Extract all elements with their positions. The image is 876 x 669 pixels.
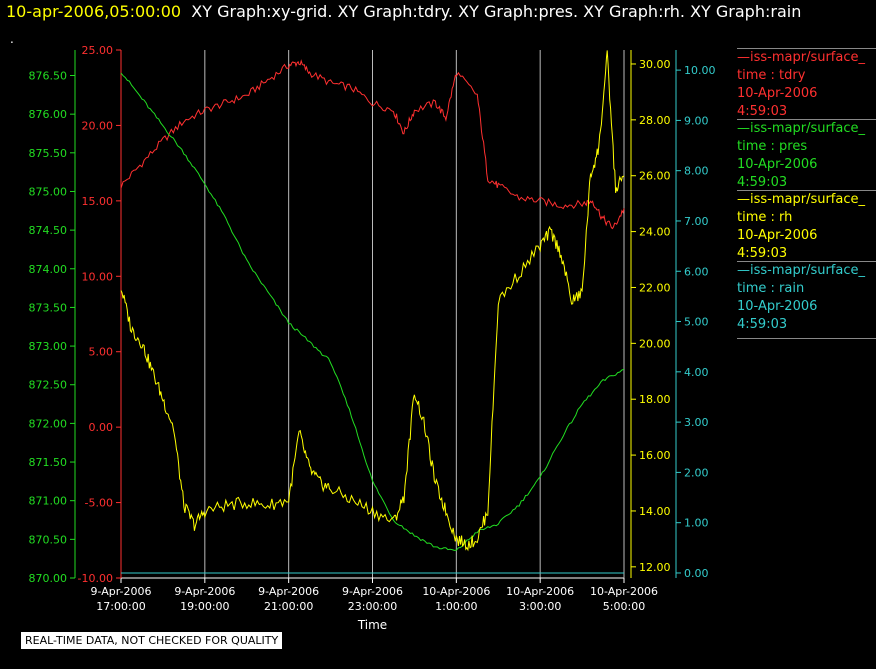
legend-date: 10-Apr-2006: [737, 86, 818, 101]
legend-time: 4:59:03: [737, 175, 788, 190]
legend-date: 10-Apr-2006: [737, 157, 818, 172]
x-tick-label-time: 23:00:00: [348, 600, 397, 613]
legend-separator: [737, 190, 876, 191]
tdry-tick-label: -10.00: [78, 572, 113, 585]
legend-separator: [737, 261, 876, 262]
status-dot: .: [10, 32, 14, 46]
pres-tick-label: 873.00: [29, 340, 68, 353]
legend-entry: —iss-mapr/surface_time : rain 10-Apr-2006…: [737, 261, 876, 334]
pres-tick-label: 872.50: [29, 379, 68, 392]
x-tick-label-time: 21:00:00: [264, 600, 313, 613]
rain-tick-label: 3.00: [684, 416, 709, 429]
tdry-tick-label: 25.00: [82, 44, 114, 57]
rain-tick-label: 9.00: [684, 114, 709, 127]
x-tick-label-time: 3:00:00: [519, 600, 561, 613]
legend-time: 4:59:03: [737, 104, 788, 119]
legend-separator: [737, 119, 876, 120]
x-tick-label-time: 1:00:00: [435, 600, 477, 613]
rain-tick-label: 5.00: [684, 316, 709, 329]
legend-label: time : rain: [737, 281, 805, 296]
x-tick-label-date: 9-Apr-2006: [342, 585, 403, 598]
x-tick-label-date: 10-Apr-2006: [506, 585, 574, 598]
rain-tick-label: 7.00: [684, 215, 709, 228]
x-tick-label-date: 9-Apr-2006: [174, 585, 235, 598]
pres-tick-label: 873.50: [29, 301, 68, 314]
pres-tick-label: 870.50: [29, 533, 68, 546]
quality-notice: REAL-TIME DATA, NOT CHECKED FOR QUALITY: [20, 631, 284, 650]
legend-source: —iss-mapr/surface_: [737, 121, 866, 136]
legend-source: —iss-mapr/surface_: [737, 192, 866, 207]
legend-entry: —iss-mapr/surface_time : pres 10-Apr-2006…: [737, 119, 876, 192]
legend-separator: [737, 338, 876, 339]
window-title-bar: 10-apr-2006,05:00:00 XY Graph:xy-grid. X…: [6, 2, 801, 21]
x-tick-label-date: 10-Apr-2006: [422, 585, 490, 598]
pres-tick-label: 871.00: [29, 495, 68, 508]
legend-source: —iss-mapr/surface_: [737, 50, 866, 65]
title-timestamp: 10-apr-2006,05:00:00: [6, 2, 182, 21]
pres-tick-label: 874.00: [29, 263, 68, 276]
pres-tick-label: 876.00: [29, 108, 68, 121]
rh-tick-label: 20.00: [639, 337, 671, 350]
title-graph-names: XY Graph:xy-grid. XY Graph:tdry. XY Grap…: [191, 2, 802, 21]
pres-tick-label: 872.00: [29, 417, 68, 430]
rh-tick-label: 22.00: [639, 281, 671, 294]
pres-tick-label: 870.00: [29, 572, 68, 585]
rh-tick-label: 12.00: [639, 561, 671, 574]
tdry-tick-label: 5.00: [89, 346, 114, 359]
legend-label: time : pres: [737, 139, 808, 154]
legend-source: —iss-mapr/surface_: [737, 263, 866, 278]
rain-tick-label: 8.00: [684, 165, 709, 178]
x-tick-label-time: 5:00:00: [603, 600, 645, 613]
rain-tick-label: 4.00: [684, 366, 709, 379]
x-tick-label-time: 17:00:00: [96, 600, 145, 613]
tdry-tick-label: 15.00: [82, 195, 114, 208]
tdry-tick-label: -5.00: [85, 497, 113, 510]
pres-tick-label: 875.50: [29, 147, 68, 160]
x-axis-label: Time: [357, 618, 387, 632]
legend-label: time : tdry: [737, 68, 806, 83]
series-line-pres: [120, 72, 625, 551]
rh-tick-label: 18.00: [639, 393, 671, 406]
rh-tick-label: 14.00: [639, 505, 671, 518]
x-tick-label-date: 9-Apr-2006: [90, 585, 151, 598]
rh-tick-label: 26.00: [639, 170, 671, 183]
pres-tick-label: 876.50: [29, 70, 68, 83]
rain-tick-label: 0.00: [684, 567, 709, 580]
tdry-tick-label: 10.00: [82, 270, 114, 283]
rain-tick-label: 6.00: [684, 265, 709, 278]
pres-tick-label: 874.50: [29, 224, 68, 237]
series-line-rh: [120, 50, 625, 552]
legend-separator: [737, 48, 876, 49]
legend-entry: —iss-mapr/surface_time : tdry 10-Apr-2006…: [737, 48, 876, 121]
rh-tick-label: 16.00: [639, 449, 671, 462]
x-tick-label-date: 9-Apr-2006: [258, 585, 319, 598]
pres-tick-label: 871.50: [29, 456, 68, 469]
rain-tick-label: 10.00: [684, 64, 716, 77]
rh-tick-label: 28.00: [639, 114, 671, 127]
legend-time: 4:59:03: [737, 317, 788, 332]
legend-end: [737, 338, 876, 339]
legend-entry: —iss-mapr/surface_time : rh 10-Apr-2006 4:…: [737, 190, 876, 263]
x-tick-label-date: 10-Apr-2006: [590, 585, 658, 598]
x-tick-label-time: 19:00:00: [180, 600, 229, 613]
legend-date: 10-Apr-2006: [737, 228, 818, 243]
legend-label: time : rh: [737, 210, 793, 225]
tdry-tick-label: 0.00: [89, 421, 114, 434]
tdry-tick-label: 20.00: [82, 119, 114, 132]
pres-tick-label: 875.00: [29, 185, 68, 198]
rain-tick-label: 2.00: [684, 466, 709, 479]
rain-tick-label: 1.00: [684, 517, 709, 530]
rh-tick-label: 30.00: [639, 58, 671, 71]
series-line-tdry: [120, 59, 625, 230]
rh-tick-label: 24.00: [639, 226, 671, 239]
legend-date: 10-Apr-2006: [737, 299, 818, 314]
legend-time: 4:59:03: [737, 246, 788, 261]
